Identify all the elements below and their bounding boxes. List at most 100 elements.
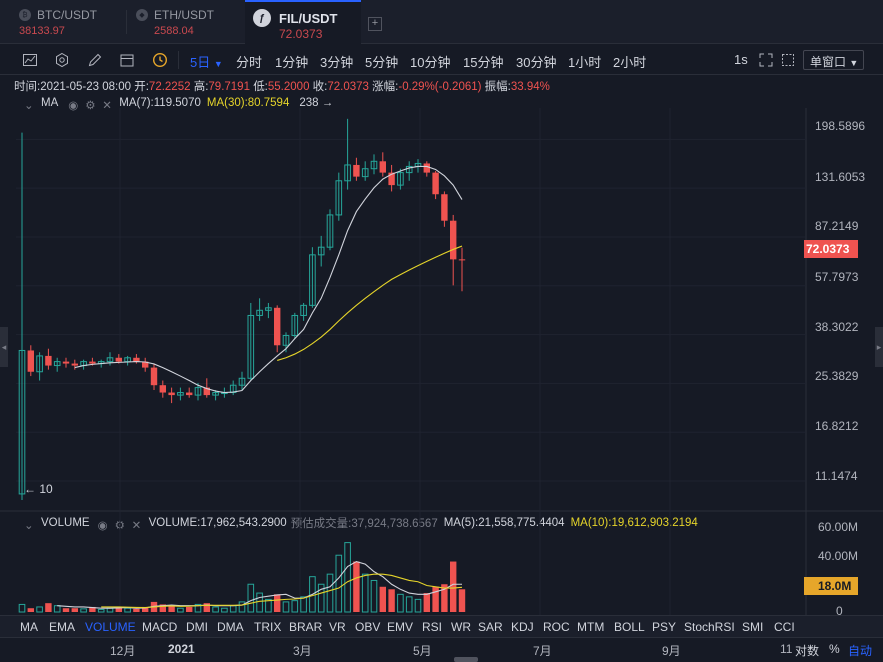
indicator-emv[interactable]: EMV: [387, 620, 414, 634]
volume-bar: [326, 573, 334, 613]
tab-divider: [126, 10, 127, 34]
collapse-icon[interactable]: ⌄: [24, 99, 34, 112]
collapse-icon[interactable]: ⌄: [24, 519, 34, 532]
ma30-value: MA(30):80.7594: [206, 97, 290, 109]
tab-eth-usdt[interactable]: ◆ ETH/USDT 2588.04: [136, 0, 214, 44]
indicator-rsi[interactable]: RSI: [422, 620, 443, 634]
indicator-cci[interactable]: CCI: [774, 620, 795, 634]
volume-value: VOLUME:17,962,543.2900: [148, 517, 287, 529]
interval-10m[interactable]: 10分钟: [410, 55, 451, 70]
scroll-left-icon[interactable]: ◂: [0, 327, 8, 367]
candle-body: [388, 172, 395, 186]
high-label: 高:: [193, 81, 209, 93]
chart-type-icon[interactable]: [22, 52, 38, 68]
indicator-macd[interactable]: MACD: [142, 620, 178, 634]
candle-body: [115, 357, 122, 362]
refresh-period[interactable]: 1s: [734, 52, 748, 67]
price-axis-label: 131.6053: [815, 170, 866, 184]
gear-icon[interactable]: ⚙: [85, 99, 96, 112]
candle-body: [212, 392, 219, 396]
interval-2h[interactable]: 2小时: [613, 55, 647, 70]
volume-bar: [212, 606, 219, 613]
drawing-pen-icon[interactable]: [87, 52, 103, 68]
volume-bar: [361, 573, 369, 613]
interval-15m[interactable]: 15分钟: [463, 55, 504, 70]
indicator-ema[interactable]: EMA: [49, 620, 76, 634]
screenshot-icon[interactable]: [780, 52, 796, 68]
interval-1m[interactable]: 1分钟: [275, 55, 309, 70]
interval-30m[interactable]: 30分钟: [516, 55, 557, 70]
auto-scale-button[interactable]: 自动: [848, 644, 873, 658]
percent-scale-button[interactable]: %: [829, 642, 840, 656]
fullscreen-icon[interactable]: [758, 52, 774, 68]
clock-icon[interactable]: [152, 52, 168, 68]
volume-bar: [353, 561, 360, 612]
interval-5d[interactable]: 5日 ▼: [190, 55, 223, 70]
indicator-dma[interactable]: DMA: [217, 620, 244, 634]
indicator-dmi[interactable]: DMI: [186, 620, 208, 634]
tab-symbol: BTC/USDT: [37, 8, 97, 22]
low-label: 低:: [253, 81, 268, 93]
candle-body: [203, 387, 210, 396]
candle-body: [274, 307, 281, 346]
ma7-value: MA(7):119.5070: [119, 97, 201, 109]
log-scale-button[interactable]: 对数: [795, 644, 820, 658]
calendar-icon[interactable]: [119, 52, 135, 68]
indicator-sar[interactable]: SAR: [478, 620, 503, 634]
indicator-boll[interactable]: BOLL: [614, 620, 645, 634]
volume-bar: [388, 589, 395, 612]
candle-body: [142, 361, 149, 368]
add-tab-button[interactable]: +: [368, 17, 382, 31]
indicator-psy[interactable]: PSY: [652, 620, 677, 634]
time-axis[interactable]: 12月 2021 3月 5月 7月 9月 11 对数 % 自动: [0, 637, 883, 662]
gear-icon[interactable]: ⚙: [114, 519, 125, 532]
tab-fil-usdt[interactable]: ƒ FIL/USDT 72.0373: [245, 0, 361, 44]
close-icon[interactable]: ✕: [131, 519, 142, 532]
indicator-volume[interactable]: VOLUME: [85, 620, 136, 634]
candle-body: [194, 387, 202, 396]
volume-bar: [97, 608, 105, 613]
settings-icon[interactable]: [54, 52, 70, 68]
indicator-bar: MA EMA VOLUME MACD DMI DMA TRIX BRAR VR …: [0, 615, 883, 637]
time-scroll-handle[interactable]: [454, 657, 478, 662]
candle-body: [335, 180, 343, 216]
candle-body: [397, 172, 404, 186]
volume-bar: [18, 603, 26, 613]
tab-btc-usdt[interactable]: ₿ BTC/USDT 38133.97: [19, 0, 97, 44]
indicator-ma[interactable]: MA: [20, 620, 38, 634]
tab-price: 38133.97: [19, 25, 65, 37]
eye-icon[interactable]: ◉: [68, 99, 79, 112]
candle-body: [379, 161, 386, 173]
volume-bar: [80, 608, 87, 613]
indicator-smi[interactable]: SMI: [742, 620, 764, 634]
volume-legend-name: VOLUME: [41, 517, 90, 529]
ma30-line: [277, 245, 463, 361]
candle-body: [18, 349, 26, 495]
indicator-trix[interactable]: TRIX: [254, 620, 282, 634]
estimated-volume: 预估成交量:37,924,738.6567: [290, 518, 438, 530]
eye-icon[interactable]: ◉: [97, 519, 108, 532]
candle-body: [106, 357, 114, 363]
interval-1h[interactable]: 1小时: [568, 55, 602, 70]
indicator-stochrsi[interactable]: StochRSI: [684, 620, 735, 634]
indicator-kdj[interactable]: KDJ: [511, 620, 534, 634]
volume-bar: [344, 542, 351, 613]
open-value: 72.2252: [148, 81, 191, 93]
interval-5m[interactable]: 5分钟: [365, 55, 399, 70]
close-icon[interactable]: ✕: [102, 99, 112, 112]
indicator-roc[interactable]: ROC: [543, 620, 570, 634]
window-mode-select[interactable]: 单窗口 ▼: [803, 50, 864, 70]
indicator-mtm[interactable]: MTM: [577, 620, 605, 634]
volume-bar: [53, 605, 61, 613]
volume-bar: [186, 606, 193, 612]
scroll-right-icon[interactable]: ▸: [875, 327, 883, 367]
eth-coin-icon: ◆: [136, 9, 148, 21]
interval-timeline[interactable]: 分时: [236, 55, 263, 70]
indicator-brar[interactable]: BRAR: [289, 620, 323, 634]
interval-3m[interactable]: 3分钟: [320, 55, 354, 70]
time-axis-label: 12月: [110, 644, 136, 658]
indicator-vr[interactable]: VR: [329, 620, 346, 634]
indicator-obv[interactable]: OBV: [355, 620, 381, 634]
candle-body: [62, 361, 70, 364]
indicator-wr[interactable]: WR: [451, 620, 471, 634]
